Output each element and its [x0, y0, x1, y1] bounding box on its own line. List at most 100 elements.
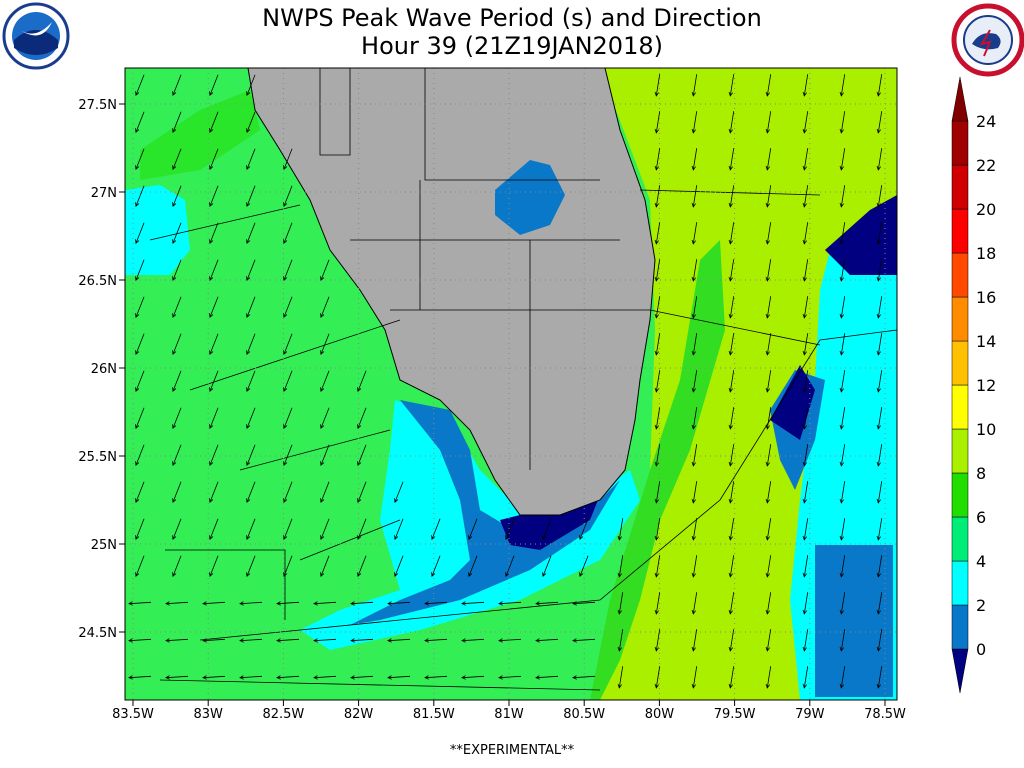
direction-arrow: [876, 296, 883, 319]
direction-arrow: [135, 481, 145, 504]
sea-field: [825, 195, 897, 275]
direction-arrow: [313, 675, 337, 680]
direction-arrow: [876, 629, 883, 652]
direction-arrow: [839, 444, 846, 467]
colorbar-segment: [951, 384, 969, 430]
direction-arrow: [165, 601, 189, 606]
longitude-label: 83W: [193, 707, 223, 722]
direction-arrow: [202, 638, 226, 643]
direction-arrow: [357, 555, 367, 578]
direction-arrow: [505, 518, 515, 541]
direction-arrow: [431, 518, 441, 541]
direction-arrow: [135, 185, 145, 208]
colorbar-label: 14: [976, 332, 996, 351]
direction-arrow: [202, 601, 226, 606]
direction-arrow: [239, 638, 263, 643]
direction-arrow: [765, 444, 772, 467]
direction-arrow: [572, 675, 596, 680]
direction-arrow: [209, 148, 219, 171]
nws-logo: [951, 3, 1024, 77]
direction-arrow: [802, 185, 809, 208]
longitude-label: 81.5W: [413, 707, 455, 722]
direction-arrow: [876, 74, 883, 97]
colorbar-segment: [951, 560, 969, 606]
direction-arrow: [691, 296, 698, 319]
direction-arrow: [172, 407, 182, 430]
direction-arrow: [839, 74, 846, 97]
direction-arrow: [839, 333, 846, 356]
direction-arrow: [691, 629, 698, 652]
colorbar-label: 12: [976, 376, 996, 395]
direction-arrow: [320, 333, 330, 356]
direction-arrow: [202, 675, 226, 680]
direction-arrow: [172, 481, 182, 504]
direction-arrow: [691, 444, 698, 467]
colorbar-segment: [951, 296, 969, 342]
direction-arrow: [876, 222, 883, 245]
direction-arrow: [876, 407, 883, 430]
direction-arrow: [802, 111, 809, 134]
direction-arrow: [209, 407, 219, 430]
direction-arrow: [617, 555, 624, 578]
direction-arrow: [839, 222, 846, 245]
direction-arrow: [209, 370, 219, 393]
direction-arrow: [572, 601, 596, 606]
direction-arrow: [765, 148, 772, 171]
direction-arrow: [728, 666, 735, 689]
direction-arrow: [728, 296, 735, 319]
county-line: [319, 68, 650, 470]
longitude-label: 82.5W: [262, 707, 304, 722]
direction-arrow: [172, 518, 182, 541]
direction-arrow: [209, 296, 219, 319]
latitude-label: 25.5N: [78, 450, 117, 465]
latitude-label: 25N: [91, 538, 117, 553]
direction-arrow: [165, 675, 189, 680]
direction-arrow: [424, 675, 448, 680]
direction-arrow: [172, 259, 182, 282]
direction-arrow: [246, 407, 256, 430]
direction-arrow: [350, 601, 374, 606]
direction-arrow: [691, 259, 698, 282]
direction-arrow: [691, 222, 698, 245]
direction-arrow: [691, 333, 698, 356]
direction-arrow: [246, 74, 256, 97]
direction-arrow: [172, 333, 182, 356]
direction-arrow: [246, 555, 256, 578]
direction-arrow: [765, 111, 772, 134]
direction-arrow: [209, 222, 219, 245]
longitude-label: 83.5W: [112, 707, 154, 722]
direction-arrow: [135, 148, 145, 171]
direction-arrow: [350, 675, 374, 680]
direction-arrow: [535, 638, 559, 643]
direction-arrow: [728, 370, 735, 393]
direction-arrow: [283, 222, 293, 245]
direction-arrow: [579, 518, 589, 541]
sea-field: [125, 185, 190, 275]
direction-arrow: [876, 259, 883, 282]
direction-arrow: [691, 74, 698, 97]
direction-arrow: [765, 185, 772, 208]
direction-arrow: [424, 601, 448, 606]
colorbar-label: 20: [976, 200, 996, 219]
direction-arrow: [691, 370, 698, 393]
direction-arrow: [654, 222, 661, 245]
direction-arrow: [239, 601, 263, 606]
direction-arrow: [209, 74, 219, 97]
longitude-label: 81W: [494, 707, 524, 722]
colorbar-segment: [951, 208, 969, 254]
direction-arrow: [357, 407, 367, 430]
direction-arrow: [135, 222, 145, 245]
direction-arrow: [172, 111, 182, 134]
colorbar-label: 22: [976, 156, 996, 175]
direction-arrow: [802, 592, 809, 615]
longitude-label: 79.5W: [714, 707, 756, 722]
direction-arrow: [839, 407, 846, 430]
direction-arrow: [535, 601, 559, 606]
direction-arrow: [876, 592, 883, 615]
sea-field: [140, 90, 260, 180]
direction-arrow: [135, 259, 145, 282]
direction-arrow: [165, 638, 189, 643]
direction-arrow: [876, 111, 883, 134]
colorbar-segment: [951, 648, 969, 694]
direction-arrow: [246, 148, 256, 171]
